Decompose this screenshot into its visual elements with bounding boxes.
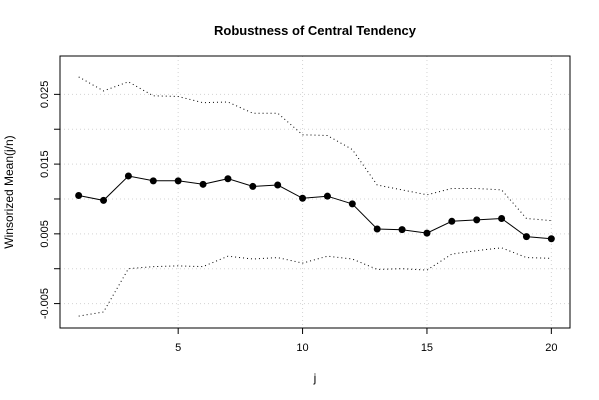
plot-frame [59,55,571,329]
data-point [100,196,108,204]
y-tick-label: 0.015 [39,150,51,178]
series-line-lower-bound [78,247,552,317]
series-line-upper-bound [78,76,552,222]
data-point [547,235,555,243]
data-point [149,177,157,185]
data-point [348,200,356,208]
data-point [174,177,182,185]
x-tick-label: 20 [545,342,557,354]
data-point [199,180,207,188]
data-point [75,191,83,199]
x-tick-label: 5 [175,342,181,354]
y-axis-label: Winsorized Mean(j/n) [2,135,16,248]
data-point [323,192,331,200]
series-line-mean [78,175,552,240]
y-tick-label: 0.025 [39,81,51,109]
data-point [498,215,506,223]
x-tick-label: 15 [421,342,433,354]
data-point [373,225,381,233]
data-point [448,217,456,225]
x-tick-label: 10 [296,342,308,354]
data-point [124,172,132,180]
data-point [224,175,232,183]
grid [60,56,570,328]
y-tick-label: -0.005 [39,288,51,319]
data-point [423,229,431,237]
data-point [249,182,257,190]
chart-title: Robustness of Central Tendency [214,23,417,38]
data-point [274,181,282,189]
data-point [522,233,530,241]
series-layer [75,76,555,317]
y-tick-label: 0.005 [39,220,51,248]
x-axis-label: j [313,371,317,385]
data-point [473,216,481,224]
data-point [398,226,406,234]
data-point [299,194,307,202]
axes: 5 10 15 20 -0.005 0.005 0.015 0.025 [39,81,557,354]
